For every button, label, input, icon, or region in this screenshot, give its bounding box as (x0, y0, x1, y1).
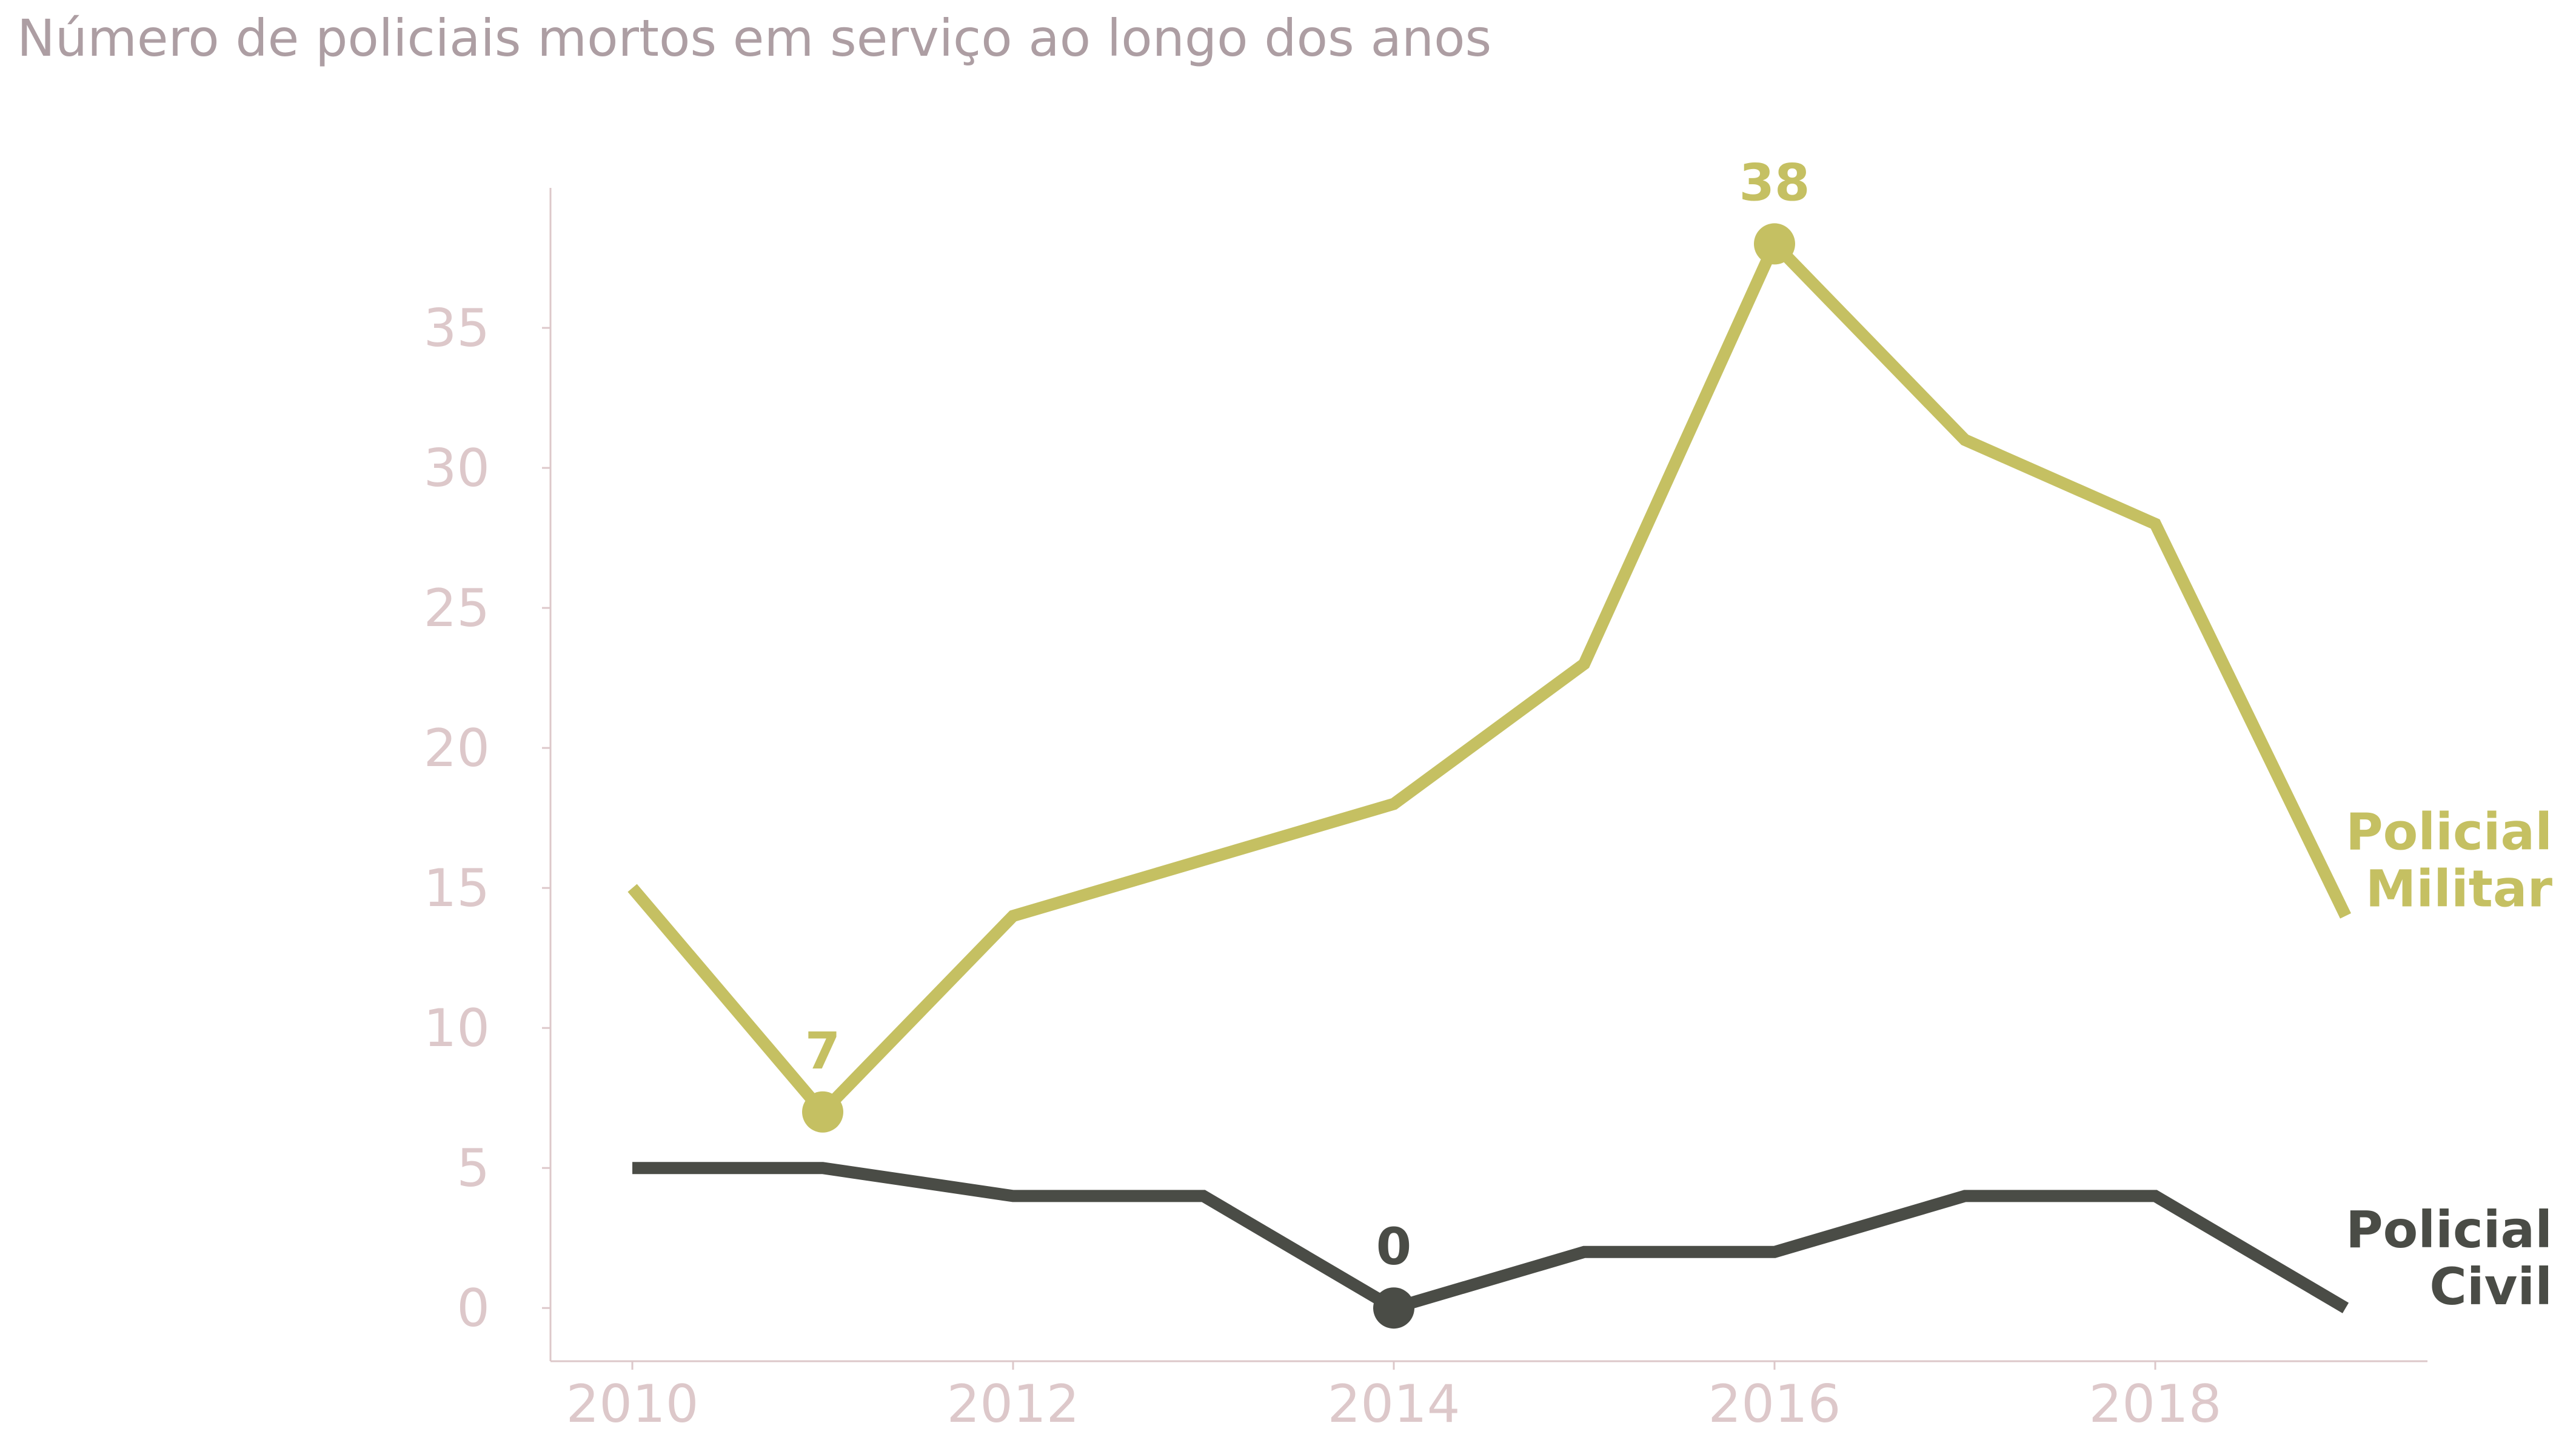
y-tick-label: 35 (424, 298, 490, 359)
x-tick-label: 2018 (2089, 1374, 2222, 1435)
x-tick-label: 2014 (1328, 1374, 1460, 1435)
series-line-policial-militar (627, 233, 2351, 1121)
y-tick-label: 5 (457, 1138, 490, 1199)
point-value-label: 38 (1739, 153, 1810, 212)
axes: 0 5 10 15 20 25 30 35 2010 2012 2014 2016 2018 (424, 188, 2427, 1435)
point-value-label: 7 (805, 1021, 840, 1081)
y-tick-label: 15 (424, 858, 490, 919)
highlight-point (802, 1091, 844, 1133)
series-label: Policial (2346, 1200, 2552, 1259)
series-lines (627, 223, 2351, 1329)
chart-title: Número de policiais mortos em serviço ao… (17, 8, 1492, 68)
y-tick-label: 20 (424, 718, 490, 779)
x-tick-label: 2010 (566, 1374, 699, 1435)
series-label: Policial (2346, 802, 2552, 861)
x-tick-label: 2012 (947, 1374, 1080, 1435)
y-tick-label: 30 (424, 438, 490, 499)
point-value-label: 0 (1376, 1217, 1411, 1276)
series-line-policial-civil (632, 1162, 2349, 1315)
y-tick-label: 0 (457, 1278, 490, 1339)
highlight-point (1753, 223, 1795, 265)
y-tick-label: 10 (424, 998, 490, 1059)
series-label: Militar (2366, 859, 2553, 918)
y-tick-label: 25 (424, 578, 490, 639)
series-label: Civil (2429, 1257, 2552, 1316)
x-tick-label: 2016 (1708, 1374, 1841, 1435)
highlight-point (1373, 1287, 1415, 1329)
